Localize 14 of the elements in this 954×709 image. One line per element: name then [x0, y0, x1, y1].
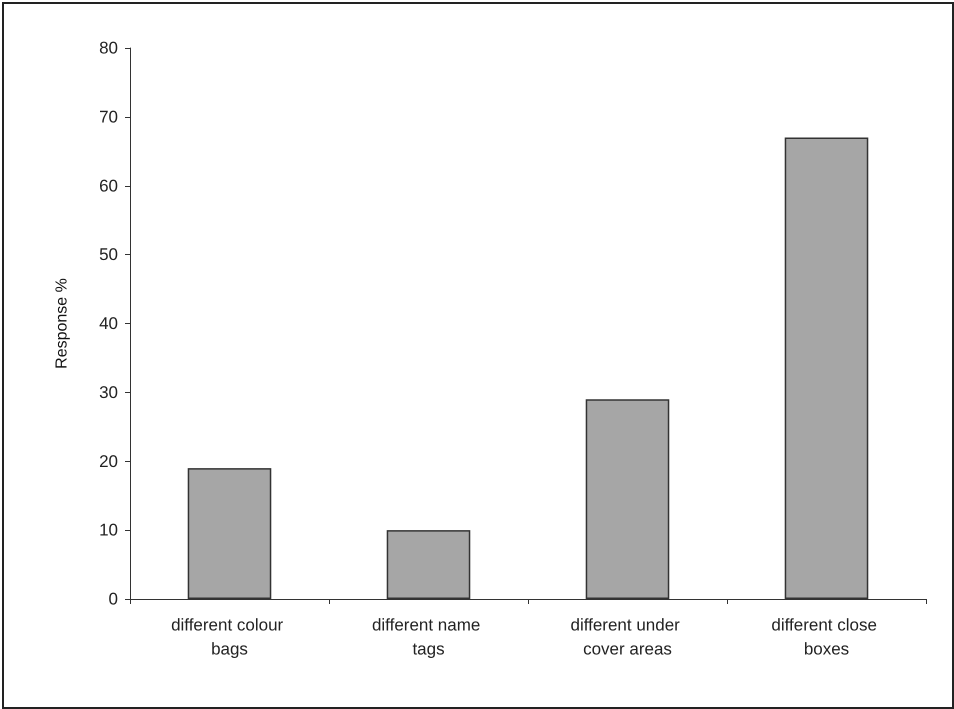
y-tick-label: 50 — [99, 245, 118, 264]
y-tick-label: 30 — [99, 382, 118, 402]
x-tick-label: different name tags — [372, 616, 486, 658]
y-axis-title: Response % — [54, 278, 70, 369]
y-tick-label: 0 — [108, 590, 118, 608]
x-tick-label: different under cover areas — [570, 616, 685, 658]
y-tick-label: 20 — [99, 452, 118, 471]
y-tick-label: 80 — [99, 38, 118, 58]
x-tick-label: different close boxes — [771, 616, 882, 658]
y-tick-label: 60 — [99, 176, 118, 196]
y-tick-label: 70 — [99, 107, 118, 126]
y-tick-label: 40 — [99, 314, 118, 333]
y-tick-label: 10 — [99, 520, 118, 540]
x-tick-label: different colour bags — [171, 616, 288, 658]
